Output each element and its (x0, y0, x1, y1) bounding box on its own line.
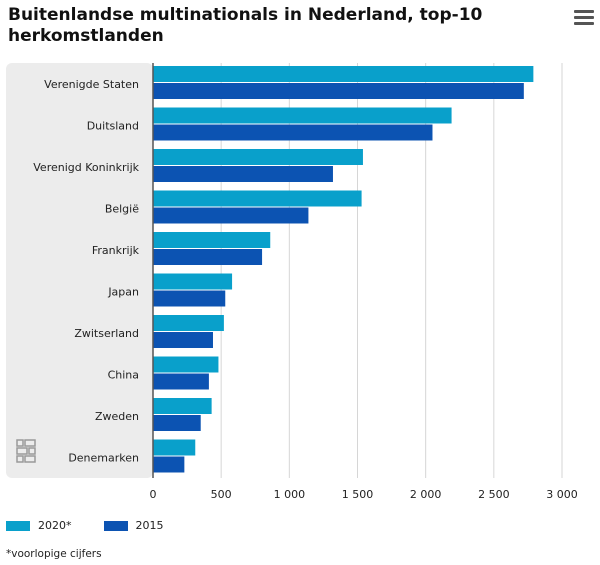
bar-2020-1 (153, 107, 452, 124)
category-label: Denemarken (68, 451, 139, 464)
category-label: Frankrijk (92, 244, 140, 257)
bar-2020-2 (153, 149, 363, 165)
x-tick-label: 500 (211, 488, 232, 501)
category-label: België (105, 202, 139, 215)
bar-2015-0 (153, 83, 524, 99)
category-label: Zwitserland (74, 327, 139, 340)
chart-title: Buitenlandse multinationals in Nederland… (8, 5, 483, 46)
category-label: Japan (107, 285, 139, 298)
category-label: China (108, 368, 139, 381)
legend-item-2020[interactable]: 2020* (6, 519, 72, 532)
bar-2020-0 (153, 66, 534, 82)
category-panel (6, 63, 153, 478)
bar-2015-1 (153, 124, 433, 141)
legend-item-2015[interactable]: 2015 (103, 519, 164, 532)
bar-2020-9 (153, 439, 196, 456)
hamburger-menu-icon[interactable] (574, 10, 594, 28)
bar-2015-5 (153, 290, 226, 307)
legend-swatch-2020 (6, 520, 30, 531)
bar-2015-8 (153, 415, 201, 431)
category-label: Duitsland (87, 119, 139, 132)
bar-2015-4 (153, 249, 263, 265)
category-label: Zweden (95, 410, 139, 423)
x-tick-label: 3 000 (546, 488, 578, 501)
x-tick-label: 2 000 (410, 488, 442, 501)
x-tick-label: 1 000 (274, 488, 306, 501)
x-tick-label: 2 500 (478, 488, 510, 501)
legend: 2020* 2015 (6, 519, 196, 532)
category-label: Verenigde Staten (44, 78, 139, 91)
legend-swatch-2015 (103, 520, 128, 531)
x-tick-label: 1 500 (342, 488, 374, 501)
bar-2020-7 (153, 356, 219, 373)
bar-chart: Verenigde Staten Duitsland Verenigd Konink… (6, 63, 578, 501)
bar-2015-6 (153, 332, 213, 348)
legend-label-2020: 2020* (38, 519, 72, 532)
cbs-logo-icon (16, 439, 36, 463)
bar-2020-5 (153, 273, 233, 290)
bar-2020-3 (153, 190, 362, 207)
footnote: *voorlopige cijfers (6, 548, 102, 560)
bar-2020-6 (153, 315, 224, 331)
bar-2015-2 (153, 166, 333, 182)
bar-2015-7 (153, 373, 209, 390)
bar-2015-3 (153, 207, 309, 224)
bar-2020-8 (153, 398, 212, 414)
x-tick-label: 0 (150, 488, 157, 501)
bar-2015-9 (153, 456, 185, 473)
legend-label-2015: 2015 (135, 519, 164, 532)
bar-2020-4 (153, 232, 271, 248)
category-label: Verenigd Koninkrijk (33, 161, 139, 174)
